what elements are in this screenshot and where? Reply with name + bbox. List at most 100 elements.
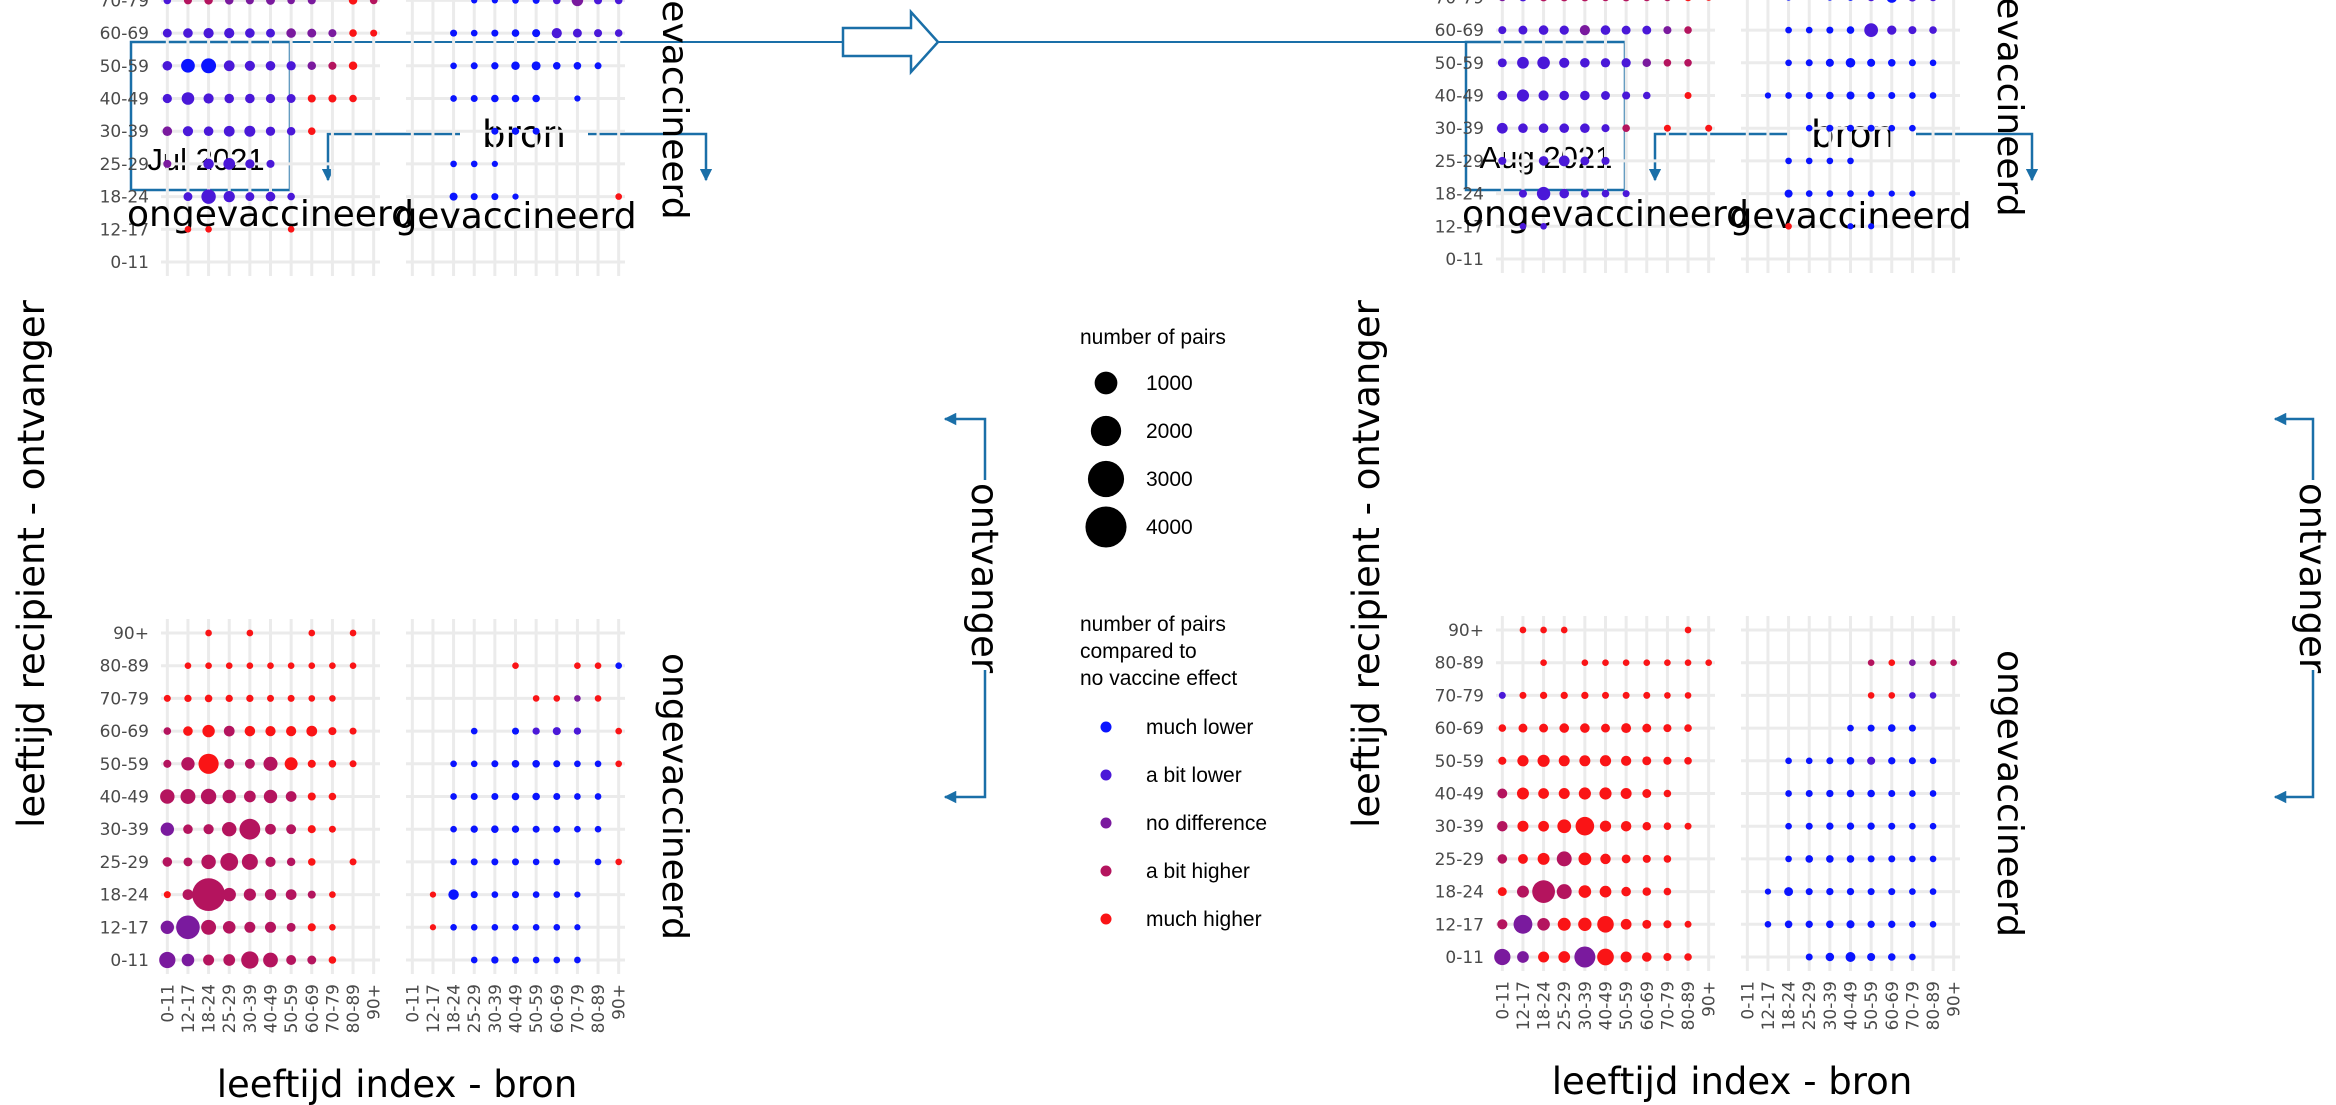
data-point <box>471 62 478 69</box>
data-point <box>1684 953 1692 961</box>
data-point <box>184 192 193 201</box>
data-point <box>308 792 316 800</box>
data-point <box>1846 91 1854 99</box>
data-point <box>1643 0 1651 1</box>
x-tick-label: 0-11 <box>403 984 423 1023</box>
data-point <box>1497 123 1508 134</box>
data-point <box>594 0 602 4</box>
data-point <box>349 62 358 71</box>
data-point <box>223 888 236 901</box>
data-point <box>1643 59 1652 68</box>
data-point <box>1806 190 1813 197</box>
data-point <box>329 826 336 833</box>
data-point <box>552 28 562 38</box>
data-point <box>1930 659 1937 666</box>
data-point <box>512 0 519 4</box>
x-tick-label: 70-79 <box>1658 981 1678 1030</box>
y-tick-label: 70-79 <box>1435 686 1484 706</box>
data-point <box>308 858 316 866</box>
data-point <box>308 891 316 899</box>
data-point <box>1847 26 1855 34</box>
data-point <box>1806 92 1813 99</box>
data-point <box>245 192 254 201</box>
data-point <box>266 29 275 38</box>
data-point <box>1867 59 1875 67</box>
data-point <box>491 62 498 69</box>
data-point <box>615 29 623 37</box>
data-point <box>1597 949 1614 966</box>
data-point <box>242 854 258 870</box>
data-point <box>287 923 296 932</box>
ontvanger-label-left: ontvanger <box>963 483 1006 674</box>
data-point <box>471 193 478 200</box>
data-point <box>245 28 255 38</box>
data-point <box>220 853 238 871</box>
legend-size-key <box>1088 461 1124 497</box>
data-point <box>163 857 173 867</box>
data-point <box>201 189 215 203</box>
data-point <box>1888 921 1895 928</box>
data-point <box>1785 190 1793 198</box>
data-point <box>532 95 540 103</box>
data-point <box>1643 92 1651 100</box>
data-point <box>574 695 581 702</box>
data-point <box>1868 855 1875 862</box>
strip-row-vacc: gevaccineerd <box>1989 0 2030 217</box>
data-point <box>308 94 316 102</box>
data-point <box>1663 26 1671 34</box>
data-point <box>1888 59 1896 67</box>
data-point <box>192 878 225 911</box>
data-point <box>1685 92 1692 99</box>
data-point <box>1580 156 1589 165</box>
y-tick-label: 25-29 <box>1435 850 1484 870</box>
data-point <box>471 760 478 767</box>
data-point <box>1642 756 1651 765</box>
y-tick-label: 40-49 <box>1435 87 1484 107</box>
x-tick-label: 50-59 <box>1862 981 1882 1030</box>
data-point <box>182 92 195 105</box>
data-point <box>1909 921 1916 928</box>
data-point <box>491 825 499 833</box>
data-point <box>1519 692 1526 699</box>
data-point <box>244 126 255 137</box>
data-point <box>533 826 540 833</box>
data-point <box>203 159 213 169</box>
data-point <box>1622 0 1630 1</box>
data-point <box>1580 723 1590 733</box>
data-point <box>287 193 295 201</box>
data-point <box>183 889 194 900</box>
data-point <box>533 0 540 4</box>
data-point <box>1867 0 1875 1</box>
data-point <box>1664 0 1672 1</box>
y-tick-label: 30-39 <box>100 122 149 142</box>
data-point <box>164 727 172 735</box>
y-tick-label: 50-59 <box>1435 54 1484 74</box>
data-point <box>1888 659 1895 666</box>
x-tick-label: 90+ <box>365 984 385 1020</box>
y-tick-label: 50-59 <box>100 57 149 77</box>
data-point <box>1826 855 1834 863</box>
x-tick-label: 12-17 <box>1759 981 1779 1030</box>
legend-size-key <box>1085 506 1126 547</box>
y-tick-label: 30-39 <box>100 820 149 840</box>
data-point <box>1785 92 1792 99</box>
x-tick-label: 12-17 <box>424 984 444 1033</box>
data-point <box>224 28 234 38</box>
data-point <box>183 824 193 834</box>
data-point <box>245 94 255 104</box>
y-tick-label: 80-89 <box>100 657 149 677</box>
data-point <box>1642 952 1652 962</box>
data-point <box>1827 0 1834 1</box>
data-point <box>1559 755 1570 766</box>
x-tick-label: 60-69 <box>548 984 568 1033</box>
data-point <box>224 726 235 737</box>
data-point <box>1574 947 1595 968</box>
data-point <box>1909 790 1916 797</box>
data-point <box>1806 921 1813 928</box>
data-point <box>1826 59 1834 67</box>
data-point <box>370 30 377 37</box>
data-point <box>266 0 275 5</box>
data-point <box>307 29 316 38</box>
data-point <box>223 921 236 934</box>
data-point <box>239 819 260 840</box>
